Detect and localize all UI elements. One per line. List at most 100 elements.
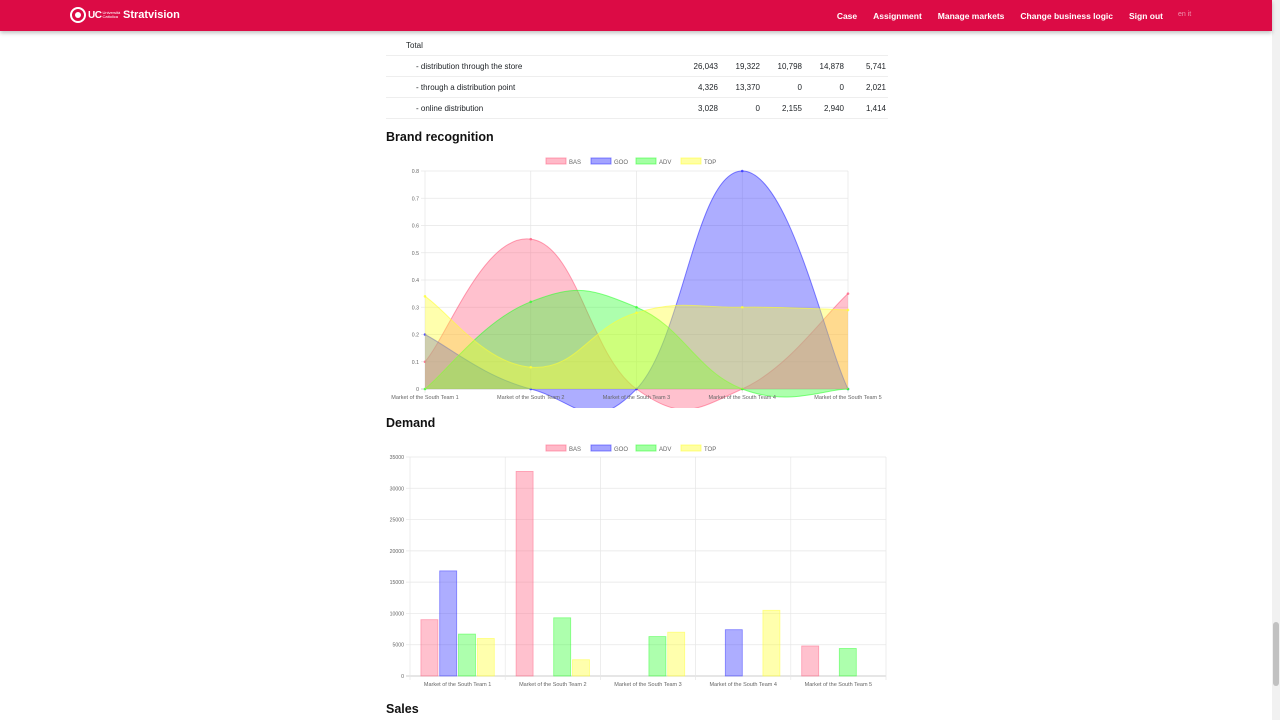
logo-text: UC [88, 9, 102, 21]
legend-label-goo: GOO [614, 447, 628, 453]
series-area-top [425, 296, 848, 389]
table-cell: 2,021 [846, 76, 888, 98]
top-navbar: UC Università Cattolica Stratvision Case… [0, 0, 1272, 31]
series-area-goo [425, 171, 848, 408]
university-logo[interactable]: UC Università Cattolica [70, 7, 120, 23]
data-point-top [529, 365, 533, 369]
language-switcher[interactable]: en it [1178, 11, 1192, 18]
brand-recognition-title: Brand recognition [386, 130, 494, 144]
bar-top [762, 609, 781, 677]
data-point-adv [529, 300, 533, 304]
table-cell: 0 [720, 97, 762, 119]
y-tick-label: 10000 [390, 611, 405, 617]
legend-label-adv: ADV [659, 160, 671, 166]
scrollbar-track[interactable] [1272, 0, 1280, 720]
legend-label-adv: ADV [659, 447, 671, 453]
legend-swatch-goo [590, 157, 612, 165]
x-tick-label: Market of the South Team 3 [614, 682, 681, 688]
table-cell: 19,322 [720, 55, 762, 77]
data-point-bas [423, 360, 427, 364]
y-tick-label: 30000 [390, 486, 405, 492]
data-point-adv [635, 305, 638, 309]
y-tick-label: 0.2 [412, 333, 419, 339]
bar-top [572, 659, 590, 677]
y-tick-label: 0.1 [412, 360, 419, 366]
x-tick-label: Market of the South Team 2 [519, 682, 586, 688]
bar-goo [724, 629, 743, 677]
y-tick-label: 25000 [390, 518, 405, 524]
x-tick-label: Market of the South Team 4 [709, 682, 776, 688]
table-row: - online distribution 3,028 0 2,155 2,94… [386, 97, 888, 119]
bar-bas [515, 470, 534, 677]
x-tick-label: Market of the South Team 4 [709, 395, 776, 401]
bar-goo [439, 570, 458, 677]
scrollbar-thumb[interactable] [1273, 622, 1279, 686]
data-point-top [635, 311, 638, 314]
y-tick-label: 0.7 [412, 196, 419, 202]
series-area-adv [425, 290, 848, 397]
bar-adv [553, 617, 572, 677]
data-point-adv [846, 387, 850, 391]
table-cell: 5,741 [846, 55, 888, 77]
table-row: - through a distribution point 4,326 13,… [386, 76, 888, 98]
x-tick-label: Market of the South Team 2 [497, 395, 564, 401]
y-tick-label: 0.3 [412, 305, 419, 311]
table-cell: 0 [804, 76, 846, 98]
table-cell [720, 35, 762, 56]
distribution-table: Total - distribution through the store 2… [386, 35, 888, 119]
distribution-table-container: Total - distribution through the store 2… [386, 35, 888, 119]
table-cell [846, 35, 888, 56]
legend-swatch-adv [635, 444, 657, 452]
brand-name[interactable]: Stratvision [123, 9, 180, 21]
y-tick-label: 35000 [390, 455, 405, 461]
row-label: - through a distribution point [386, 76, 678, 98]
row-label: Total [386, 35, 678, 56]
sales-title: Sales [386, 702, 419, 716]
bar-top [667, 631, 686, 677]
legend-label-top: TOP [704, 160, 716, 166]
legend-label-bas: BAS [569, 447, 581, 453]
nav-link-assignment[interactable]: Assignment [873, 11, 922, 21]
row-label: - online distribution [386, 97, 678, 119]
y-tick-label: 0 [416, 387, 419, 393]
table-cell: 13,370 [720, 76, 762, 98]
legend-label-goo: GOO [614, 160, 628, 166]
data-point-top [740, 305, 744, 309]
legend-swatch-top [680, 157, 702, 165]
bar-adv [838, 648, 857, 677]
table-cell: 26,043 [678, 55, 720, 77]
bar-adv [648, 636, 667, 677]
data-point-bas [529, 237, 533, 241]
logo-subtext: Università Cattolica [102, 10, 121, 19]
y-tick-label: 20000 [390, 549, 405, 555]
bar-bas [420, 619, 439, 677]
y-tick-label: 0 [401, 674, 404, 680]
table-row: Total [386, 35, 888, 56]
table-cell [804, 35, 846, 56]
x-tick-label: Market of the South Team 3 [603, 395, 670, 401]
table-cell: 0 [762, 76, 804, 98]
nav-link-case[interactable]: Case [836, 11, 858, 21]
y-tick-label: 5000 [392, 643, 404, 649]
data-point-goo [423, 333, 427, 336]
row-label: - distribution through the store [386, 55, 678, 77]
y-tick-label: 15000 [390, 580, 405, 586]
nav-link-change-business-logic[interactable]: Change business logic [1020, 11, 1113, 21]
legend-swatch-bas [545, 157, 567, 165]
legend-swatch-top [680, 444, 702, 452]
nav-link-manage-markets[interactable]: Manage markets [937, 11, 1005, 21]
demand-title: Demand [386, 416, 436, 430]
data-point-goo [740, 169, 744, 173]
data-point-adv [740, 387, 744, 391]
data-point-goo [635, 387, 638, 391]
table-cell: 2,940 [804, 97, 846, 119]
nav-link-sign-out[interactable]: Sign out [1129, 11, 1163, 21]
series-area-bas [425, 239, 848, 408]
table-cell: 1,414 [846, 97, 888, 119]
series-line-bas [424, 238, 849, 408]
data-point-bas [846, 292, 850, 295]
y-tick-label: 0.5 [412, 251, 419, 257]
legend-swatch-bas [545, 444, 567, 452]
brand-recognition-chart: BAS GOO ADV TOP 0 0.1 0.2 0.3 0.4 0.5 0.6 0.7 0.8 Mar… [391, 157, 882, 408]
x-tick-label: Market of the South Team 5 [814, 395, 881, 401]
